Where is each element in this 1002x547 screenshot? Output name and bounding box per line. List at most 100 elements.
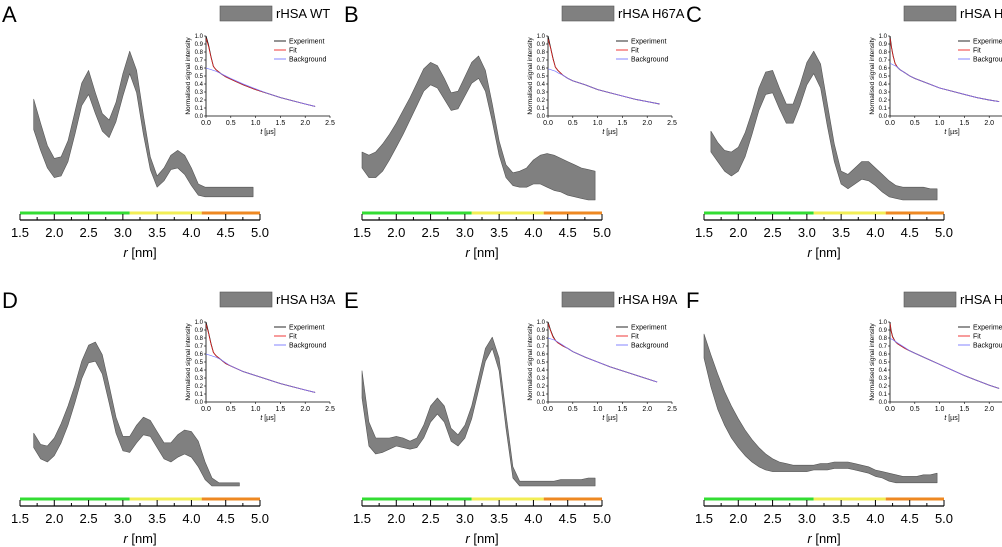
inset-legend-label: Fit	[289, 48, 297, 55]
panel-label: E	[344, 288, 359, 313]
inset-plot: 0.0 0.1 0.2 0.3 0.4 0.5 0.6 0.7 0.8 0.9 1.0 0.0 0.5 1…	[527, 320, 677, 422]
x-tick-label: 3.5	[832, 225, 850, 240]
inset-y-tick-label: 0.9	[537, 328, 546, 334]
x-tick-label: 3.5	[148, 225, 166, 240]
x-axis-label-unit: [nm]	[470, 531, 499, 546]
inset-x-axis-label-unit: [µs]	[946, 129, 959, 136]
panel-label: F	[686, 288, 699, 313]
inset-y-axis-label: Normalised signal intensity	[185, 323, 192, 401]
inset-y-tick-label: 0.2	[195, 384, 204, 390]
inset-fit-line	[205, 38, 316, 107]
inset-background-line	[205, 67, 316, 107]
inset-y-tick-label: 1.0	[195, 34, 204, 40]
distance-distribution-band	[33, 341, 240, 487]
x-tick-label: 2.5	[80, 225, 98, 240]
inset-x-tick-label: 2.0	[984, 406, 994, 413]
inset-fit-line	[889, 38, 1000, 102]
inset-y-axis-label: Normalised signal intensity	[185, 37, 192, 115]
inset-x-tick-label: 1.5	[276, 406, 286, 413]
x-tick-label: 2.5	[80, 511, 98, 526]
inset-y-axis-label: Normalised signal intensity	[527, 37, 534, 115]
x-tick-label: 3.0	[798, 225, 816, 240]
inset-y-tick-label: 0.7	[537, 344, 546, 350]
inset-y-tick-label: 0.3	[879, 376, 888, 382]
inset-y-tick-label: 1.0	[195, 320, 204, 326]
inset-x-tick-label: 0.0	[885, 406, 895, 413]
inset-x-tick-label: 2.0	[642, 120, 652, 127]
inset-y-tick-label: 0.0	[195, 114, 204, 120]
inset-y-tick-label: 0.4	[537, 368, 546, 374]
x-tick-label: 1.5	[11, 511, 29, 526]
x-axis-label-symbol: r	[465, 531, 470, 546]
inset-y-tick-label: 0.0	[879, 114, 888, 120]
x-tick-label: 5.0	[251, 225, 269, 240]
inset-y-tick-label: 0.6	[537, 66, 546, 72]
inset-background-line	[205, 353, 316, 393]
inset-y-tick-label: 0.8	[879, 336, 888, 342]
inset-x-tick-label: 1.5	[960, 120, 970, 127]
inset-legend-label: Fit	[631, 48, 639, 55]
inset-x-axis-label: t [µs]	[260, 415, 275, 422]
inset-x-tick-label: 1.0	[593, 120, 603, 127]
x-tick-label: 5.0	[251, 511, 269, 526]
legend-title: rHSA WT	[276, 6, 330, 21]
x-tick-label: 2.0	[729, 225, 747, 240]
x-axis-label: r [nm]	[807, 531, 840, 546]
inset-y-tick-label: 1.0	[879, 34, 888, 40]
x-tick-label: 5.0	[935, 511, 953, 526]
x-tick-label: 2.5	[422, 511, 440, 526]
inset-y-tick-label: 0.9	[879, 42, 888, 48]
inset-x-axis-label: t [µs]	[944, 415, 959, 422]
inset-background-line	[547, 68, 660, 105]
inset-legend-label: Background	[631, 57, 668, 64]
x-tick-label: 4.5	[217, 225, 235, 240]
x-tick-label: 2.0	[729, 511, 747, 526]
inset-x-tick-label: 0.0	[543, 120, 553, 127]
inset-x-axis-label-unit: [µs]	[946, 415, 959, 422]
inset-y-tick-label: 0.2	[537, 384, 546, 390]
inset-x-tick-label: 1.0	[251, 120, 261, 127]
inset-x-tick-label: 0.0	[885, 120, 895, 127]
distance-distribution-band	[361, 336, 596, 487]
x-tick-label: 2.0	[387, 511, 405, 526]
inset-x-axis-label-symbol: t	[260, 129, 263, 136]
x-tick-label: 4.5	[901, 511, 919, 526]
x-tick-label: 4.5	[559, 511, 577, 526]
inset-x-tick-label: 0.5	[226, 120, 236, 127]
legend-swatch	[219, 5, 273, 22]
x-tick-label: 3.0	[798, 511, 816, 526]
inset-experiment-line	[547, 35, 660, 105]
inset-legend-label: Background	[631, 343, 668, 350]
x-axis-label-symbol: r	[807, 245, 812, 260]
inset-y-tick-label: 0.3	[879, 90, 888, 96]
inset-x-axis-label-unit: [µs]	[262, 415, 275, 422]
inset-background-line	[889, 337, 1000, 389]
inset-plot: 0.0 0.1 0.2 0.3 0.4 0.5 0.6 0.7 0.8 0.9 1.0 0.0 0.5 1…	[185, 320, 335, 422]
x-axis-label: r [nm]	[465, 531, 498, 546]
inset-x-axis-label-unit: [µs]	[604, 415, 617, 422]
inset-legend-label: Background	[289, 343, 326, 350]
inset-plot: 0.0 0.1 0.2 0.3 0.4 0.5 0.6 0.7 0.8 0.9 1.0 0.0 0.5 1…	[185, 34, 335, 136]
inset-y-axis-label: Normalised signal intensity	[527, 323, 534, 401]
inset-y-tick-label: 0.0	[537, 114, 546, 120]
inset-x-axis-label-symbol: t	[260, 415, 263, 422]
legend-swatch	[561, 5, 615, 22]
x-tick-label: 4.0	[524, 511, 542, 526]
inset-y-tick-label: 0.2	[195, 98, 204, 104]
x-axis-label-symbol: r	[465, 245, 470, 260]
inset-y-tick-label: 0.1	[879, 392, 888, 398]
inset-y-tick-label: 0.8	[537, 336, 546, 342]
inset-y-tick-label: 0.6	[537, 352, 546, 358]
inset-plot: 0.0 0.1 0.2 0.3 0.4 0.5 0.6 0.7 0.8 0.9 1.0 0.0 0.5 1…	[869, 320, 1002, 422]
inset-y-tick-label: 0.4	[879, 368, 888, 374]
x-tick-label: 2.5	[422, 225, 440, 240]
inset-y-tick-label: 1.0	[537, 34, 546, 40]
inset-y-tick-label: 0.5	[879, 360, 888, 366]
x-axis-label: r [nm]	[807, 245, 840, 260]
inset-y-tick-label: 0.0	[195, 400, 204, 406]
x-tick-label: 3.0	[456, 225, 474, 240]
inset-y-tick-label: 0.1	[537, 392, 546, 398]
inset-x-tick-label: 0.5	[226, 406, 236, 413]
